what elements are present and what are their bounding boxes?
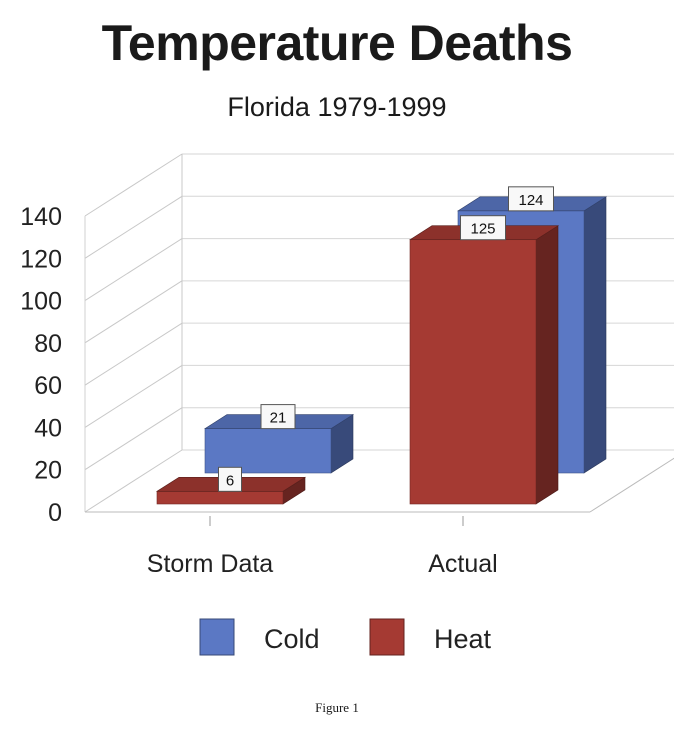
y-tick-label: 60 — [34, 372, 62, 400]
y-tick-label: 0 — [48, 499, 62, 527]
side-grid-line — [84, 238, 183, 301]
y-tick-label: 120 — [20, 245, 62, 273]
side-grid-line — [84, 195, 183, 259]
bar-chart: 0 20 40 60 80 100 120 140 21 124 6 125 Storm Data Act… — [20, 153, 674, 656]
data-label: 6 — [226, 472, 234, 489]
bar — [409, 239, 537, 505]
legend-swatch — [199, 618, 235, 656]
floor-right-edge — [589, 457, 674, 513]
bar-side — [583, 196, 607, 474]
side-grid-line — [84, 322, 183, 386]
chart-title: Temperature Deaths — [101, 15, 573, 71]
data-label: 124 — [518, 192, 543, 209]
y-tick-label: 80 — [34, 330, 62, 358]
data-label: 21 — [270, 410, 287, 427]
legend-swatch — [369, 618, 405, 656]
side-grid-line — [84, 365, 183, 428]
side-grid-line — [84, 153, 183, 217]
chart-subtitle: Florida 1979-1999 — [227, 92, 447, 122]
x-tick-label: Storm Data — [147, 550, 274, 578]
y-tick-label: 140 — [20, 203, 62, 231]
y-tick-label: 100 — [20, 288, 62, 316]
side-grid-line — [84, 407, 183, 471]
bar — [156, 491, 284, 505]
y-tick-label: 40 — [34, 414, 62, 442]
side-grid-line — [84, 449, 183, 513]
data-label-box — [508, 186, 554, 212]
bar-side — [535, 225, 559, 505]
data-label: 125 — [470, 221, 495, 238]
data-label-box — [460, 215, 506, 241]
x-tick-label: Actual — [428, 550, 497, 578]
legend-label: Cold — [264, 624, 320, 654]
legend-label: Heat — [434, 624, 492, 654]
y-tick-label: 20 — [34, 457, 62, 485]
bar — [204, 428, 332, 474]
data-label-box — [218, 466, 242, 492]
figure-caption: Figure 1 — [315, 700, 359, 715]
side-grid-line — [84, 280, 183, 344]
data-label-box — [260, 404, 296, 430]
